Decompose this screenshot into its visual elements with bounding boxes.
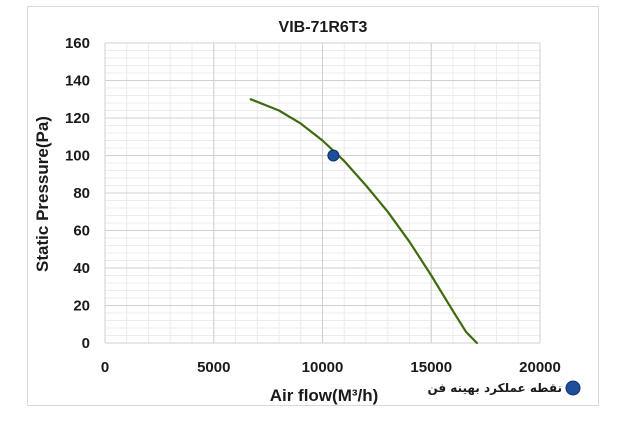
y-tick-label: 0	[82, 335, 90, 352]
y-tick-label: 120	[65, 110, 90, 127]
x-tick-labels: 0 5000 10000 15000 20000	[101, 359, 561, 376]
points-layer	[327, 149, 340, 162]
y-tick-label: 160	[65, 35, 90, 52]
y-tick-label: 80	[73, 185, 90, 202]
series-layer	[249, 98, 478, 345]
y-axis-label: Static Pressure(Pa)	[33, 116, 52, 272]
y-tick-labels: 0 20 40 60 80 100 120 140 160	[65, 35, 90, 352]
fan-curve-line	[249, 98, 478, 345]
y-tick-label: 20	[73, 298, 90, 315]
chart-title: VIB-71R6T3	[279, 19, 368, 36]
x-tick-label: 5000	[197, 359, 230, 376]
x-axis-label: Air flow(M³/h)	[270, 386, 379, 405]
legend-label: نقطه عملکرد بهینه فن	[427, 381, 562, 395]
x-tick-label: 20000	[519, 359, 561, 376]
y-tick-label: 60	[73, 223, 90, 240]
y-tick-label: 140	[65, 73, 90, 90]
x-tick-label: 15000	[410, 359, 452, 376]
y-tick-label: 100	[65, 148, 90, 165]
operating-point-marker	[327, 149, 340, 162]
major-grid	[104, 42, 541, 344]
y-tick-label: 40	[73, 260, 90, 277]
legend: نقطه عملکرد بهینه فن	[427, 380, 581, 396]
legend-marker	[565, 380, 581, 396]
x-tick-label: 10000	[302, 359, 344, 376]
x-tick-label: 0	[101, 359, 109, 376]
